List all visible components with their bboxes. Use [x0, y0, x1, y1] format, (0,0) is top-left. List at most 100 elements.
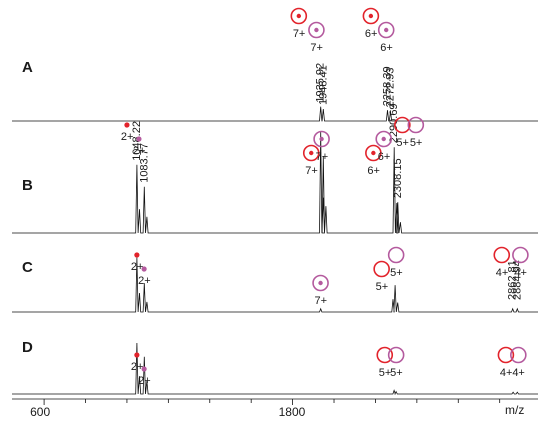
charge-state-label: 4+	[496, 267, 509, 279]
species-annotation: 7+	[308, 21, 325, 54]
peak-label: 2862.81	[507, 260, 519, 300]
icon-ring	[510, 346, 527, 364]
red-ring-icon	[376, 346, 394, 364]
species-annotation: 4+	[512, 246, 529, 279]
red-ring-icon	[493, 246, 511, 264]
red-ring-icon	[497, 346, 515, 364]
species-annotation: 6+	[377, 21, 395, 54]
red-dot-ring-icon	[302, 144, 320, 162]
spectrum-trace	[12, 342, 538, 395]
icon-center	[318, 280, 323, 286]
red-dot-icon	[134, 352, 140, 358]
species-annotation: 4+	[497, 346, 515, 379]
purple-ring-icon	[512, 246, 529, 264]
charge-state-label: 6+	[378, 151, 391, 163]
purple-dot-ring-icon	[375, 130, 393, 148]
charge-state-label: 5+	[390, 267, 403, 279]
peak-label: 2884.94	[511, 260, 523, 300]
purple-dot-ring-icon	[313, 130, 330, 148]
x-tick-label: 1800	[279, 405, 306, 419]
icon-ring	[387, 346, 405, 364]
species-annotation: 5+	[407, 116, 425, 149]
purple-ring-icon	[407, 116, 425, 134]
icon-ring	[512, 246, 529, 264]
red-ring-icon	[394, 116, 411, 134]
peak-label: 2308.15	[392, 158, 404, 198]
charge-state-label: 7+	[310, 42, 323, 54]
icon-ring	[313, 130, 330, 148]
charge-state-label: 7+	[293, 28, 306, 40]
icon-center	[296, 13, 302, 19]
x-axis-title: m/z	[505, 403, 524, 417]
species-annotation: 2+	[133, 136, 146, 157]
red-dot-icon	[134, 252, 140, 258]
icon-center	[309, 150, 314, 156]
species-annotation: 7+	[302, 144, 320, 177]
species-annotation: 5+	[394, 116, 411, 149]
species-annotation: 5+	[387, 246, 405, 279]
icon-ring	[407, 116, 425, 134]
icon-center	[314, 27, 319, 33]
panel-label: D	[22, 339, 33, 356]
charge-state-label: 2+	[121, 131, 134, 143]
icon-ring	[394, 116, 411, 134]
charge-state-label: 2+	[131, 361, 144, 373]
species-annotation: 2+	[121, 122, 134, 143]
icon-center	[384, 27, 389, 33]
charge-state-label: 5+	[390, 367, 403, 379]
purple-dot-icon	[141, 266, 147, 272]
red-dot-icon	[124, 122, 130, 128]
red-ring-icon	[373, 260, 390, 278]
icon-ring	[365, 144, 382, 162]
icon-center	[319, 136, 324, 142]
icon-ring	[302, 144, 320, 162]
peak-label: 1048.22	[131, 121, 143, 161]
species-annotation: 2+	[138, 366, 151, 387]
icon-ring	[376, 346, 394, 364]
species-annotation: 6+	[365, 144, 382, 177]
icon-ring	[377, 21, 395, 39]
red-dot-ring-icon	[365, 144, 382, 162]
peak-label: 2258.39	[382, 66, 394, 106]
x-tick-label: 600	[30, 405, 50, 419]
purple-dot-ring-icon	[308, 21, 325, 39]
species-annotation: 5+	[376, 346, 394, 379]
panel-label: B	[22, 177, 33, 194]
icon-ring	[373, 260, 390, 278]
icon-ring	[362, 7, 380, 25]
panel-label: C	[22, 259, 33, 276]
icon-center	[381, 136, 386, 142]
peak-label: 2290.69	[388, 103, 400, 143]
purple-dot-icon	[136, 136, 142, 142]
species-annotation: 5+	[387, 346, 405, 379]
icon-ring	[387, 246, 405, 264]
charge-state-label: 6+	[367, 165, 380, 177]
icon-center	[368, 13, 374, 19]
charge-state-label: 6+	[380, 42, 393, 54]
charge-state-label: 4+	[514, 267, 527, 279]
charge-state-label: 5+	[376, 281, 389, 293]
purple-dot-icon	[141, 366, 147, 372]
charge-state-label: 2+	[133, 145, 146, 157]
icon-center	[371, 150, 376, 156]
species-annotation: 7+	[313, 130, 330, 163]
species-annotation: 2+	[131, 352, 144, 373]
charge-state-label: 4+	[500, 367, 513, 379]
peak-label: 1935.92	[315, 63, 327, 103]
purple-ring-icon	[510, 346, 527, 364]
spectrum-trace	[12, 106, 538, 122]
charge-state-label: 6+	[365, 28, 378, 40]
red-dot-ring-icon	[290, 7, 308, 25]
charge-state-label: 7+	[305, 165, 318, 177]
species-annotation: 4+	[510, 346, 527, 379]
charge-state-label: 2+	[131, 261, 144, 273]
x-axis-ticks: 600 1800	[30, 399, 501, 419]
panel-label: A	[22, 59, 33, 76]
icon-ring	[290, 7, 308, 25]
charge-state-label: 5+	[410, 137, 423, 149]
